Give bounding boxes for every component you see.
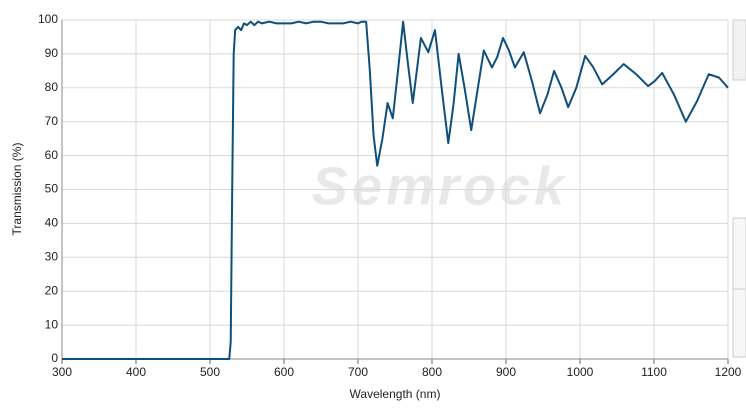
y-tick-label: 90 — [45, 46, 59, 60]
y-tick-label: 30 — [45, 249, 59, 263]
side-panel — [732, 288, 746, 358]
watermark: Semrock — [312, 156, 568, 216]
side-panel — [732, 217, 746, 290]
y-tick-label: 60 — [45, 148, 59, 162]
x-tick-label: 300 — [52, 365, 72, 379]
x-tick-label: 900 — [496, 365, 516, 379]
y-tick-label: 10 — [45, 317, 59, 331]
data-line — [62, 20, 729, 360]
x-tick-label: 400 — [126, 365, 146, 379]
y-tick-label: 40 — [45, 216, 59, 230]
x-tick-label: 500 — [200, 365, 220, 379]
y-tick-label: 80 — [45, 80, 59, 94]
y-tick-label: 0 — [51, 351, 58, 365]
side-panel — [732, 19, 746, 81]
y-tick-label: 20 — [45, 283, 59, 297]
x-tick-label: 700 — [348, 365, 368, 379]
x-tick-label: 800 — [422, 365, 442, 379]
x-tick-label: 600 — [274, 365, 294, 379]
x-axis-label: Wavelength (nm) — [350, 387, 441, 401]
y-tick-label: 70 — [45, 114, 59, 128]
x-tick-label: 1100 — [641, 365, 667, 379]
x-tick-label: 1000 — [567, 365, 594, 379]
y-tick-label: 100 — [38, 12, 58, 26]
x-tick-label: 1200 — [715, 365, 742, 379]
y-axis-label: Transmission (%) — [10, 143, 24, 236]
y-tick-label: 50 — [45, 182, 59, 196]
